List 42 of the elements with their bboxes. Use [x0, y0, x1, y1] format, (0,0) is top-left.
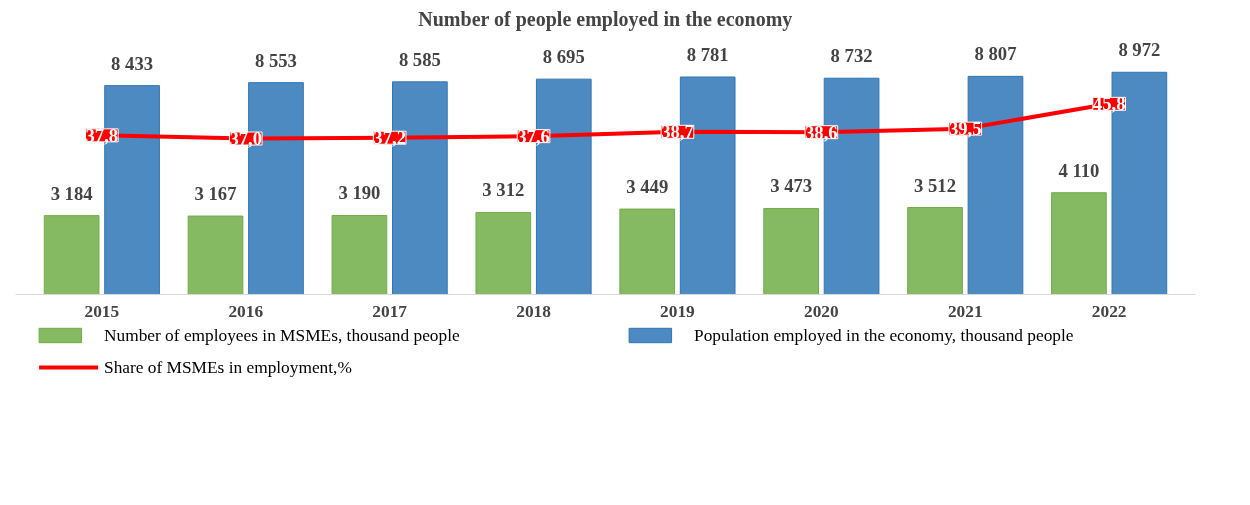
bar	[619, 208, 676, 295]
legend-label: Share of MSMEs in employment,%	[104, 358, 352, 377]
bar	[43, 215, 100, 295]
data-label: 8 553	[254, 49, 297, 71]
x-tick-label: 2016	[228, 301, 264, 321]
bar	[331, 214, 388, 295]
data-label: 8 807	[974, 43, 1017, 65]
x-tick-label: 2015	[84, 301, 120, 321]
data-label: 3 167	[194, 183, 237, 205]
data-label: 3 449	[626, 176, 669, 198]
bar	[1051, 192, 1107, 295]
legend-label: Number of employees in MSMEs, thousand people	[104, 326, 460, 345]
x-tick-label: 2021	[947, 301, 983, 321]
data-label: 39,5	[948, 118, 982, 140]
bar	[763, 207, 819, 295]
data-label: 3 312	[482, 179, 525, 201]
data-label: 3 473	[770, 175, 813, 197]
data-label: 8 972	[1118, 39, 1161, 61]
data-label: 37,8	[85, 124, 119, 146]
data-label: 38,6	[805, 121, 838, 143]
data-label: 8 433	[111, 52, 154, 74]
bar	[907, 207, 963, 295]
data-label: 8 585	[398, 48, 441, 70]
data-label: 3 184	[50, 182, 93, 204]
x-tick-label: 2019	[660, 301, 696, 321]
data-label: 8 695	[542, 46, 585, 68]
data-label: 3 512	[914, 174, 957, 196]
x-tick-label: 2020	[804, 301, 839, 321]
data-label: 3 190	[338, 182, 381, 204]
chart-title: Number of people employed in the economy	[418, 7, 793, 31]
data-label: 37,0	[229, 128, 263, 149]
data-label: 4 110	[1058, 159, 1100, 181]
data-label: 37,2	[373, 127, 406, 149]
x-tick-label: 2022	[1091, 301, 1127, 321]
bar	[187, 215, 244, 295]
data-label: 45,8	[1092, 93, 1126, 115]
x-tick-label: 2017	[372, 301, 408, 321]
bar	[475, 211, 532, 295]
legend-label: Population employed in the economy, thousand people	[694, 326, 1074, 345]
data-label: 8 732	[830, 45, 873, 67]
x-tick-label: 2018	[516, 301, 552, 321]
data-label: 8 781	[686, 44, 729, 66]
